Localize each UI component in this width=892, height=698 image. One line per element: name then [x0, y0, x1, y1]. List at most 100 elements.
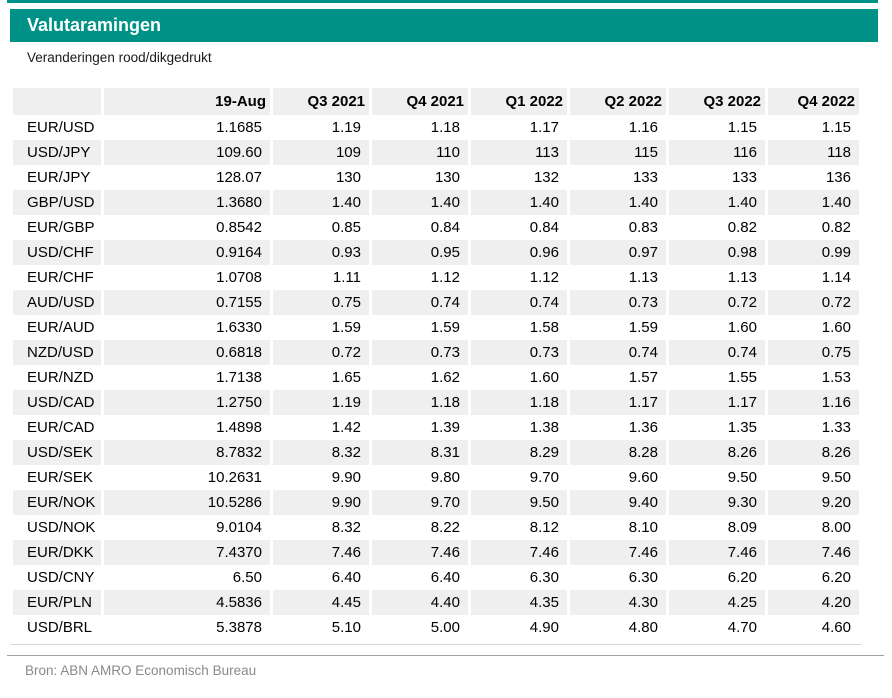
rate-cell: 1.17	[570, 390, 666, 415]
rate-cell: 8.31	[372, 440, 468, 465]
table-row: EUR/DKK 7.4370 7.46 7.46 7.46 7.46 7.46 7.46	[13, 540, 859, 565]
currency-pair-label: EUR/CAD	[27, 419, 95, 436]
rate-cell: 8.22	[430, 519, 460, 536]
page-title: Valutaramingen	[27, 15, 162, 35]
rate-cell: 8.26	[768, 440, 859, 465]
rate-cell: 8.28	[570, 440, 666, 465]
rate-cell: 1.17	[529, 119, 559, 136]
rate-cell: 6.40	[430, 569, 460, 586]
currency-pair-label: EUR/USD	[27, 119, 95, 136]
currency-pair-label: USD/BRL	[27, 619, 93, 636]
rate-cell: 113	[471, 140, 567, 165]
table-row: EUR/USD 1.1685 1.19 1.18 1.17 1.16 1.15 1.15	[13, 115, 859, 140]
rate-cell: 1.17	[669, 390, 765, 415]
rate-cell: 0.96	[471, 240, 567, 265]
rate-cell: 0.93	[273, 240, 369, 265]
rate-cell: 8.00	[821, 519, 851, 536]
rate-cell: 7.46	[669, 540, 765, 565]
rate-cell: 8.32	[331, 519, 361, 536]
rate-cell: 115	[570, 140, 666, 165]
rate-cell: 9.70	[372, 490, 468, 515]
currency-pair-label: EUR/SEK	[27, 469, 93, 486]
currency-pair-label: AUD/USD	[13, 290, 101, 315]
rate-cell: 0.7155	[104, 290, 270, 315]
rate-cell: 10.5286	[104, 490, 270, 515]
currency-pair-label: EUR/DKK	[13, 540, 101, 565]
rate-cell: 8.10	[628, 519, 658, 536]
rate-cell: 1.12	[529, 269, 559, 286]
rate-cell: 4.20	[768, 590, 859, 615]
rate-cell: 133	[632, 169, 658, 186]
rate-cell: 1.42	[331, 419, 361, 436]
rate-cell: 4.60	[821, 619, 851, 636]
rate-cell: 4.5836	[104, 590, 270, 615]
rate-cell: 0.82	[727, 219, 757, 236]
table-row: EUR/SEK 10.2631 9.90 9.80 9.70 9.60 9.50 9.50	[13, 465, 859, 490]
rate-cell: 1.2750	[104, 390, 270, 415]
rate-cell: 0.74	[570, 340, 666, 365]
currency-pair-label: EUR/NOK	[13, 490, 101, 515]
table-row: USD/JPY 109.60 109 110 113 115 116 118	[13, 140, 859, 165]
currency-pair-label: USD/JPY	[13, 140, 101, 165]
currency-pair-label: GBP/USD	[13, 190, 101, 215]
rate-cell: 4.40	[372, 590, 468, 615]
rate-cell: 1.13	[727, 269, 757, 286]
table-bottom-border	[10, 644, 862, 645]
rate-cell: 9.80	[430, 469, 460, 486]
rate-cell: 1.35	[727, 419, 757, 436]
rate-cell: 5.00	[430, 619, 460, 636]
rate-cell: 1.60	[727, 319, 757, 336]
rate-cell: 1.19	[331, 119, 361, 136]
rate-cell: 0.75	[273, 290, 369, 315]
rate-cell: 1.40	[570, 190, 666, 215]
rate-cell: 4.25	[669, 590, 765, 615]
rate-cell: 1.19	[273, 390, 369, 415]
rate-cell: 9.40	[570, 490, 666, 515]
rate-cell: 7.46	[768, 540, 859, 565]
rate-cell: 1.12	[430, 269, 460, 286]
rate-cell: 1.59	[430, 319, 460, 336]
rate-cell: 1.59	[628, 319, 658, 336]
rate-cell: 4.70	[727, 619, 757, 636]
rate-cell: 4.30	[570, 590, 666, 615]
rate-cell: 1.18	[430, 119, 460, 136]
rate-cell: 109	[273, 140, 369, 165]
rate-cell: 0.95	[372, 240, 468, 265]
rate-cell: 9.70	[529, 469, 559, 486]
currency-pair-label: USD/CAD	[13, 390, 101, 415]
fx-forecast-table: 19-Aug Q3 2021 Q4 2021 Q1 2022 Q2 2022 Q3 202…	[10, 88, 862, 640]
rate-cell: 0.74	[471, 290, 567, 315]
rate-cell: 1.36	[628, 419, 658, 436]
table-row: AUD/USD 0.7155 0.75 0.74 0.74 0.73 0.72 0.72	[13, 290, 859, 315]
table-row: GBP/USD 1.3680 1.40 1.40 1.40 1.40 1.40 1.40	[13, 190, 859, 215]
rate-cell: 1.14	[821, 269, 851, 286]
currency-pair-label: USD/NOK	[27, 519, 96, 536]
rate-cell: 0.72	[768, 290, 859, 315]
rate-cell: 1.3680	[104, 190, 270, 215]
rate-cell: 6.20	[727, 569, 757, 586]
rate-cell: 133	[731, 169, 757, 186]
rate-cell: 0.73	[570, 290, 666, 315]
column-header: Q3 2022	[669, 88, 765, 115]
rate-cell: 0.97	[570, 240, 666, 265]
rate-cell: 4.45	[273, 590, 369, 615]
rate-cell: 1.1685	[216, 119, 262, 136]
rate-cell: 0.75	[768, 340, 859, 365]
rate-cell: 0.9164	[104, 240, 270, 265]
table-row: EUR/CHF 1.0708 1.11 1.12 1.12 1.13 1.13 1.14	[13, 265, 859, 290]
rate-cell: 6.30	[529, 569, 559, 586]
rate-cell: 8.32	[273, 440, 369, 465]
corner-cell	[13, 88, 101, 115]
rate-cell: 1.40	[273, 190, 369, 215]
currency-pair-label: USD/SEK	[13, 440, 101, 465]
currency-pair-label: EUR/CHF	[27, 269, 94, 286]
rate-cell: 0.73	[372, 340, 468, 365]
column-header: Q2 2022	[570, 88, 666, 115]
table-row: EUR/CAD 1.4898 1.42 1.39 1.38 1.36 1.35 1.33	[13, 415, 859, 440]
column-header: Q1 2022	[471, 88, 567, 115]
rate-cell: 5.10	[331, 619, 361, 636]
rate-cell: 4.90	[529, 619, 559, 636]
rate-cell: 1.60	[821, 319, 851, 336]
rate-cell: 1.38	[529, 419, 559, 436]
source-note: Bron: ABN AMRO Economisch Bureau	[25, 663, 257, 678]
